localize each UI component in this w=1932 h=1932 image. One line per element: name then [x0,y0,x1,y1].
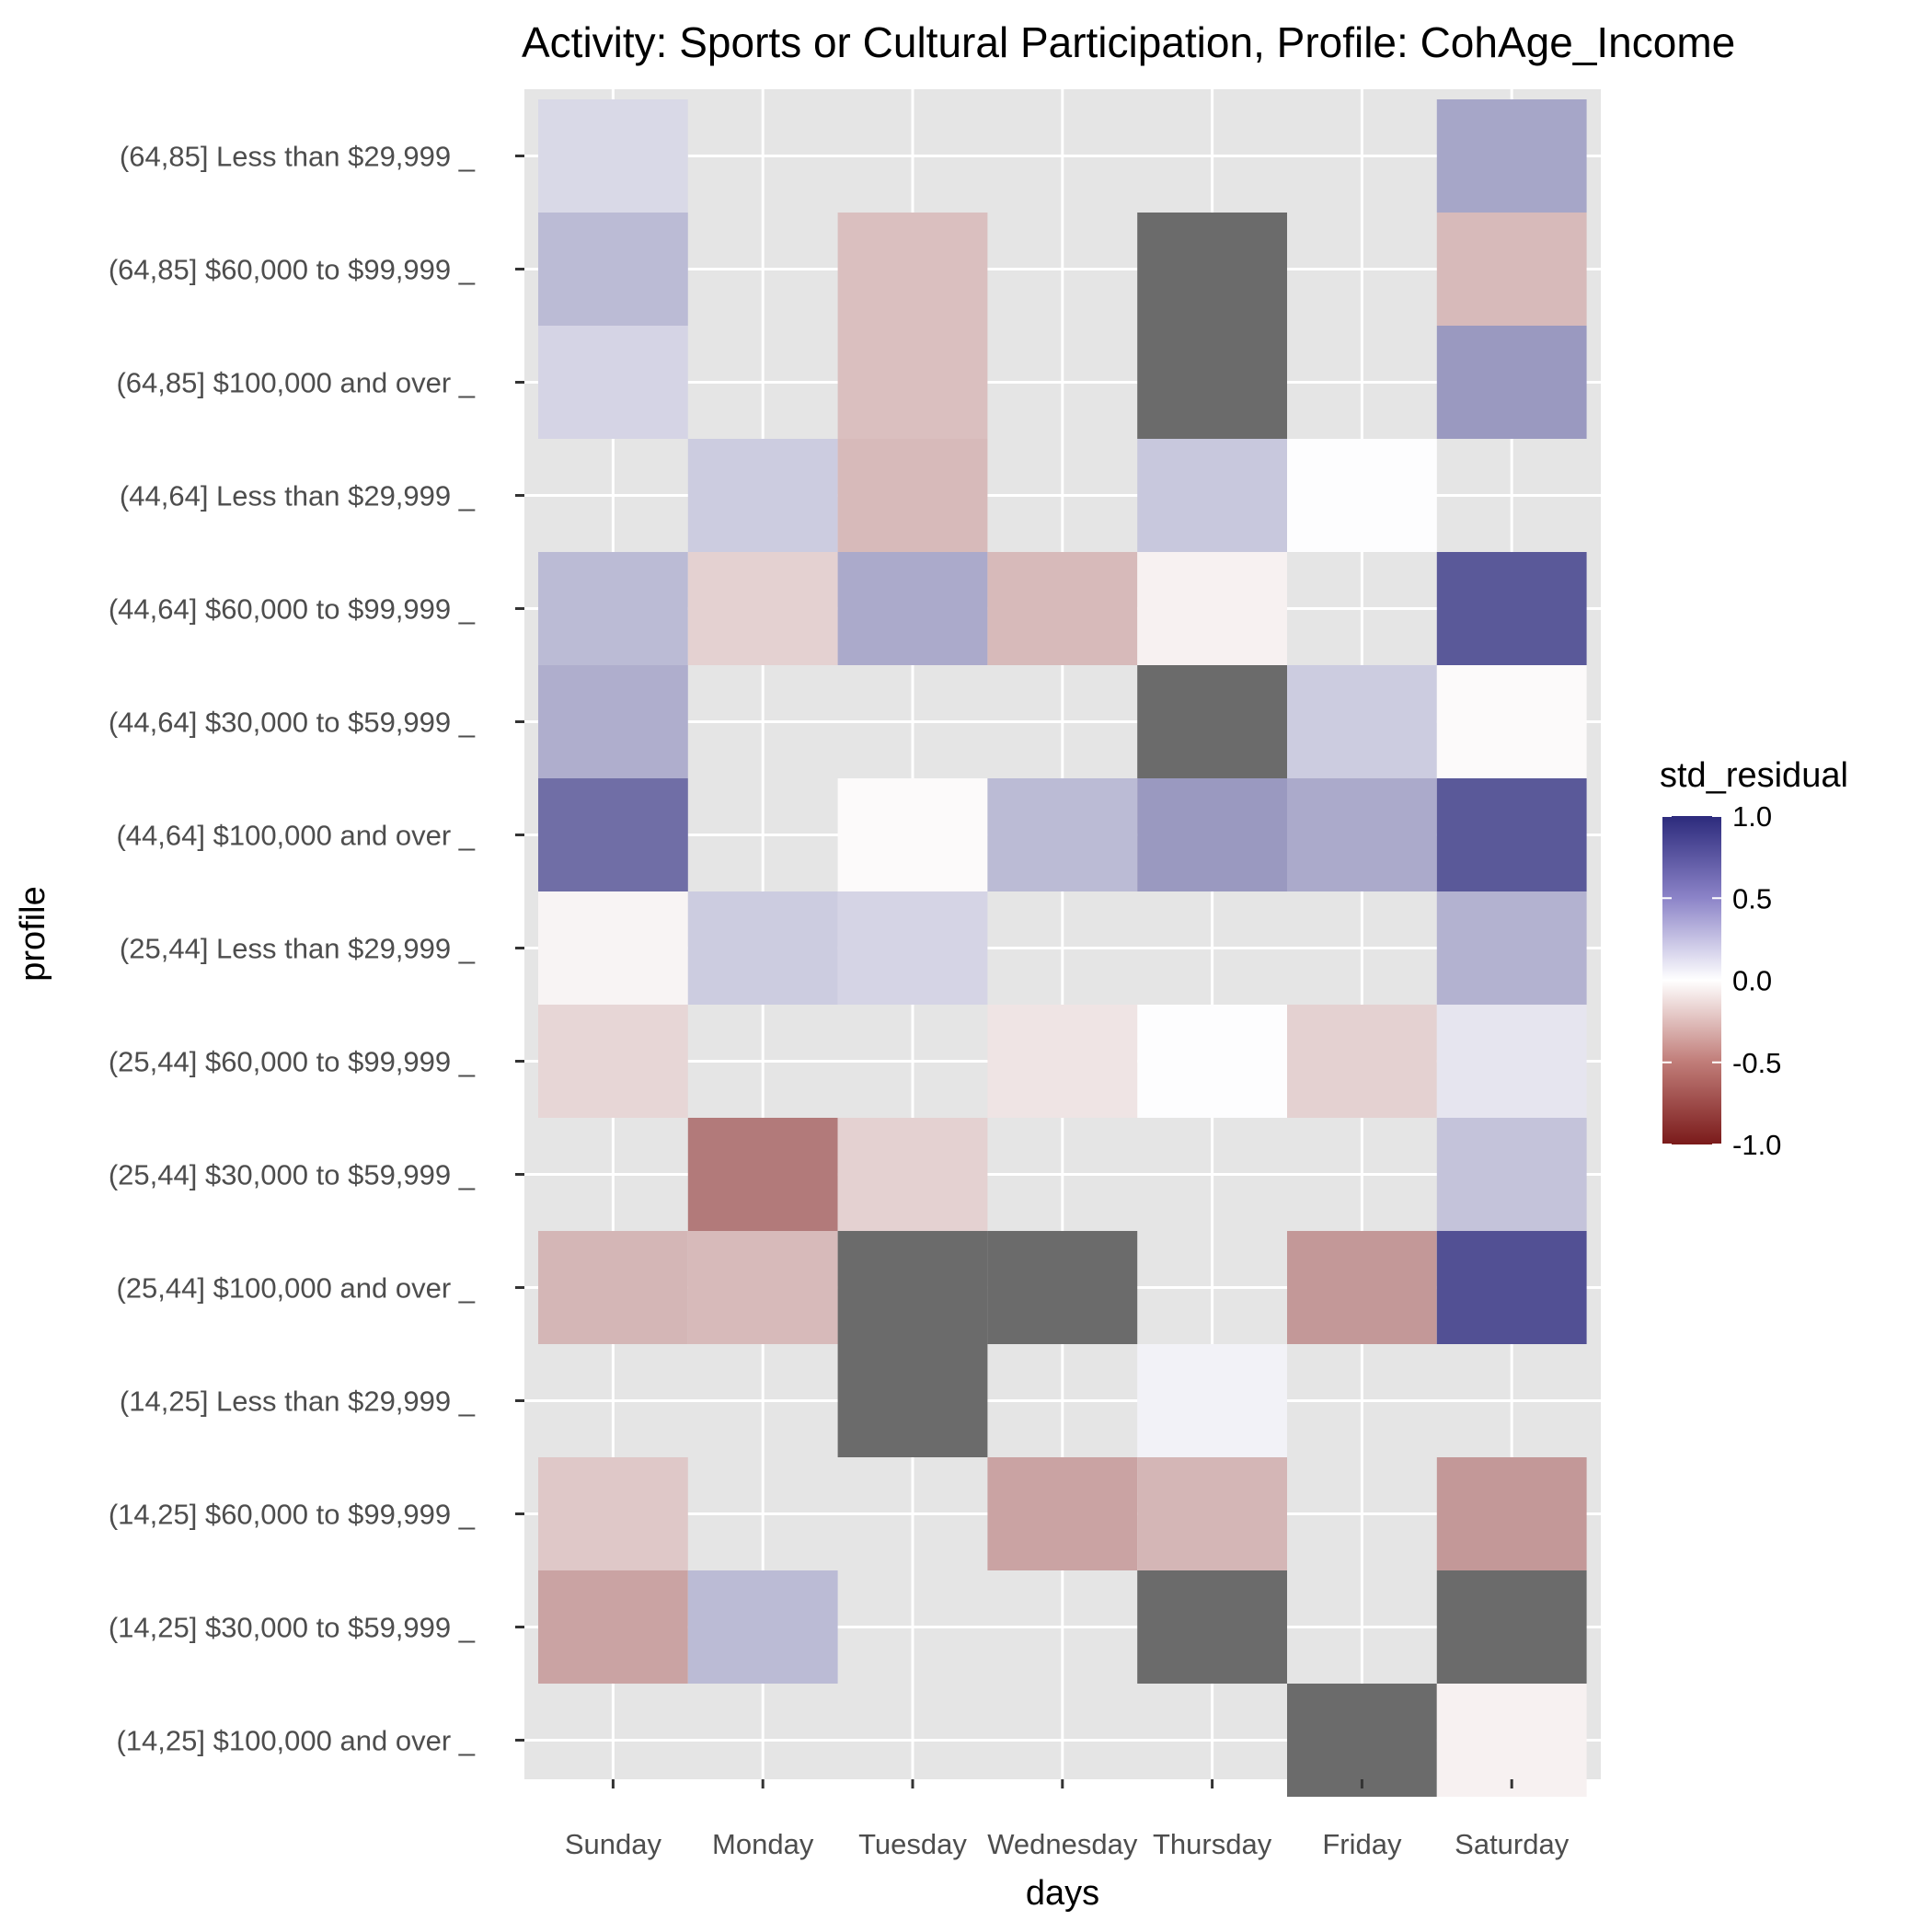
heatmap-cell [687,439,838,552]
heatmap-cell [538,326,688,439]
y-tick-label: (44,64] $60,000 to $99,999 _ [109,593,476,626]
heatmap-cell [1436,1457,1587,1570]
heatmap-cell [1436,1570,1587,1684]
heatmap-cell [1287,665,1437,778]
x-tick-label: Friday [1322,1828,1402,1860]
heatmap-cell [538,1005,688,1118]
heatmap-cell [1287,439,1437,552]
heatmap-cell [1137,439,1287,552]
heatmap-cell [1137,552,1287,665]
legend-colorbar [1662,816,1721,1144]
heatmap-cell [837,778,988,891]
heatmap-cell [538,665,688,778]
heatmap-cell [987,1457,1138,1570]
heatmap-cell [837,891,988,1005]
x-tick-label: Monday [712,1828,814,1860]
heatmap-cell [987,778,1138,891]
color-legend: std_residual 1.0 0.5 0.0 -0.5 -1.0 [1660,756,1848,1161]
heatmap-cell [1436,665,1587,778]
heatmap-cell [1287,1684,1437,1797]
heatmap-cell [987,552,1138,665]
chart-title: Activity: Sports or Cultural Participati… [522,18,1735,66]
heatmap-cell [1287,1005,1437,1118]
heatmap-cell [1436,778,1587,891]
heatmap-cell [1137,1344,1287,1457]
heatmap-cell [837,326,988,439]
heatmap-cell [837,213,988,326]
y-tick-label: (44,64] Less than $29,999 _ [120,480,476,512]
y-axis: (64,85] Less than $29,999 _ (64,85] $60,0… [109,141,524,1757]
heatmap-cell [1436,1231,1587,1344]
x-tick-label: Sunday [565,1828,662,1860]
x-tick-label: Thursday [1153,1828,1272,1860]
heatmap-cell [687,1570,838,1684]
heatmap-cell [1436,213,1587,326]
heatmap-cell [538,213,688,326]
heatmap-cell [687,891,838,1005]
heatmap-cell [1436,99,1587,213]
heatmap-cell [1137,665,1287,778]
x-tick-label: Wednesday [987,1828,1138,1860]
heatmap-cell [1436,1118,1587,1231]
heatmap-cell [1436,552,1587,665]
heatmap-cell [538,1570,688,1684]
y-tick-label: (44,64] $30,000 to $59,999 _ [109,707,476,739]
y-tick-label: (25,44] Less than $29,999 _ [120,933,476,965]
heatmap-cell [1137,1457,1287,1570]
heatmap-cell [837,1118,988,1231]
heatmap-cell [1137,1005,1287,1118]
heatmap-cell [687,1231,838,1344]
heatmap-cell [1436,1684,1587,1797]
heatmap-cell [1137,778,1287,891]
heatmap-cell [837,1231,988,1344]
heatmap-cell [538,99,688,213]
heatmap-cell [1287,778,1437,891]
heatmap-cell [538,891,688,1005]
y-axis-title: profile [14,886,52,982]
x-axis-title: days [1026,1874,1099,1913]
heatmap-cell [1137,213,1287,326]
legend-tick-label: 0.5 [1732,882,1772,914]
heatmap-cell [1436,326,1587,439]
heatmap-cell [987,1231,1138,1344]
heatmap-cells [538,99,1587,1797]
heatmap-cell [538,778,688,891]
y-tick-label: (25,44] $100,000 and over _ [116,1272,475,1305]
y-tick-label: (64,85] $100,000 and over _ [116,367,475,399]
y-tick-label: (25,44] $30,000 to $59,999 _ [109,1159,476,1191]
heatmap-cell [837,439,988,552]
heatmap-cell [687,552,838,665]
legend-ticks: 1.0 0.5 0.0 -0.5 -1.0 [1662,800,1781,1161]
heatmap-cell [1287,1231,1437,1344]
heatmap-cell [538,552,688,665]
x-tick-label: Saturday [1455,1828,1570,1860]
y-tick-label: (25,44] $60,000 to $99,999 _ [109,1046,476,1078]
heatmap-cell [987,1005,1138,1118]
legend-tick-label: -0.5 [1732,1047,1781,1079]
heatmap-cell [1436,1005,1587,1118]
heatmap-cell [538,1457,688,1570]
heatmap-cell [687,1118,838,1231]
y-tick-label: (64,85] $60,000 to $99,999 _ [109,254,476,286]
heatmap-cell [1137,326,1287,439]
legend-tick-label: 1.0 [1732,800,1772,833]
heatmap-cell [1436,891,1587,1005]
x-tick-label: Tuesday [858,1828,967,1860]
y-tick-label: (14,25] $100,000 and over _ [116,1725,475,1757]
heatmap-cell [1137,1570,1287,1684]
heatmap-cell [837,552,988,665]
x-axis: Sunday Monday Tuesday Wednesday Thursday Frid… [565,1779,1570,1860]
y-tick-label: (14,25] $60,000 to $99,999 _ [109,1499,476,1531]
y-tick-label: (14,25] Less than $29,999 _ [120,1386,476,1418]
legend-title: std_residual [1660,756,1848,795]
heatmap-cell [538,1231,688,1344]
y-tick-label: (44,64] $100,000 and over _ [116,820,475,852]
y-tick-label: (64,85] Less than $29,999 _ [120,141,476,173]
y-tick-label: (14,25] $30,000 to $59,999 _ [109,1612,476,1644]
legend-tick-label: 0.0 [1732,965,1772,997]
heatmap-cell [837,1344,988,1457]
legend-tick-label: -1.0 [1732,1129,1781,1161]
